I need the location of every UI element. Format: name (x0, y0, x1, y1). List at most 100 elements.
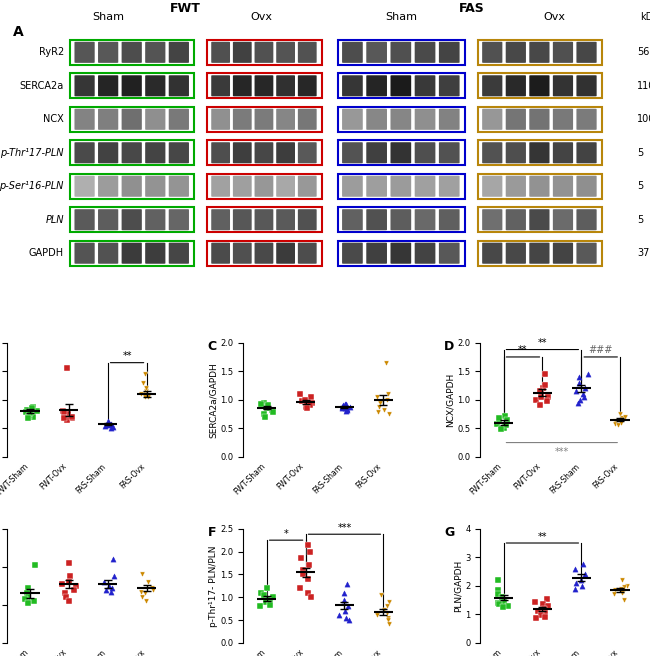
Point (499, 596, 510, 607)
FancyBboxPatch shape (298, 243, 317, 264)
Point (339, 594, 349, 605)
FancyBboxPatch shape (529, 42, 549, 63)
FancyBboxPatch shape (482, 75, 502, 96)
Text: ***: *** (554, 447, 569, 457)
FancyBboxPatch shape (145, 243, 165, 264)
Point (302, 403, 312, 413)
Point (577, 389, 588, 400)
Point (543, 392, 554, 402)
FancyBboxPatch shape (482, 42, 502, 63)
FancyBboxPatch shape (553, 209, 573, 230)
Point (140, 386, 151, 396)
Point (610, 585, 620, 596)
FancyBboxPatch shape (415, 75, 436, 96)
Point (57, 406, 68, 417)
Text: G: G (444, 527, 454, 539)
Point (341, 406, 351, 417)
Point (59, 588, 70, 599)
FancyBboxPatch shape (70, 174, 194, 199)
FancyBboxPatch shape (391, 75, 411, 96)
Point (267, 405, 278, 415)
Point (583, 369, 593, 379)
FancyBboxPatch shape (367, 109, 387, 130)
Point (31, 406, 42, 417)
FancyBboxPatch shape (367, 142, 387, 163)
Point (298, 569, 308, 580)
Text: 5: 5 (637, 181, 644, 192)
Point (103, 416, 113, 426)
FancyBboxPatch shape (122, 176, 142, 197)
Point (338, 400, 348, 411)
FancyBboxPatch shape (415, 209, 436, 230)
Point (105, 423, 116, 434)
FancyBboxPatch shape (553, 42, 573, 63)
Point (570, 583, 580, 594)
Point (21, 405, 32, 415)
FancyBboxPatch shape (169, 42, 189, 63)
Point (306, 592, 316, 602)
Point (139, 369, 150, 379)
FancyBboxPatch shape (75, 142, 95, 163)
FancyBboxPatch shape (506, 42, 526, 63)
FancyBboxPatch shape (145, 75, 165, 96)
Point (540, 380, 551, 391)
Point (103, 420, 113, 431)
Text: **: ** (538, 338, 547, 348)
Point (619, 595, 629, 605)
FancyBboxPatch shape (342, 209, 363, 230)
FancyBboxPatch shape (506, 142, 526, 163)
FancyBboxPatch shape (211, 109, 230, 130)
Point (374, 398, 385, 408)
Point (22, 598, 32, 608)
Point (530, 596, 541, 607)
FancyBboxPatch shape (211, 142, 230, 163)
FancyBboxPatch shape (478, 107, 602, 132)
Point (493, 589, 504, 600)
FancyBboxPatch shape (233, 42, 252, 63)
FancyBboxPatch shape (577, 142, 597, 163)
Text: 5: 5 (637, 215, 644, 225)
FancyBboxPatch shape (298, 109, 317, 130)
Point (307, 398, 318, 408)
Point (337, 401, 348, 412)
Text: 37: 37 (637, 248, 649, 258)
Y-axis label: SERCA2a/GAPDH: SERCA2a/GAPDH (209, 362, 218, 438)
Text: **: ** (518, 345, 528, 356)
Point (618, 413, 628, 423)
Text: ###: ### (588, 345, 613, 356)
Point (106, 586, 116, 597)
FancyBboxPatch shape (298, 176, 317, 197)
FancyBboxPatch shape (70, 207, 194, 232)
Text: F: F (207, 527, 216, 539)
Point (344, 615, 354, 625)
Point (146, 583, 157, 593)
FancyBboxPatch shape (506, 109, 526, 130)
FancyBboxPatch shape (577, 42, 597, 63)
FancyBboxPatch shape (529, 209, 549, 230)
Text: RyR2: RyR2 (38, 47, 64, 57)
FancyBboxPatch shape (255, 42, 274, 63)
Point (107, 583, 117, 593)
Text: *: * (284, 529, 289, 539)
Y-axis label: PLN/GAPDH: PLN/GAPDH (453, 560, 462, 612)
Point (372, 610, 383, 621)
FancyBboxPatch shape (342, 42, 363, 63)
FancyBboxPatch shape (506, 75, 526, 96)
FancyBboxPatch shape (75, 42, 95, 63)
Point (136, 389, 146, 400)
Point (620, 411, 630, 422)
FancyBboxPatch shape (98, 42, 118, 63)
Point (580, 569, 590, 580)
FancyBboxPatch shape (233, 109, 252, 130)
Point (64, 577, 74, 587)
Point (23, 583, 33, 593)
FancyBboxPatch shape (338, 207, 465, 232)
FancyBboxPatch shape (367, 176, 387, 197)
Point (339, 587, 349, 598)
FancyBboxPatch shape (439, 209, 460, 230)
Point (297, 396, 307, 406)
FancyBboxPatch shape (553, 109, 573, 130)
Point (148, 584, 159, 595)
Point (383, 389, 393, 400)
Point (67, 411, 77, 422)
